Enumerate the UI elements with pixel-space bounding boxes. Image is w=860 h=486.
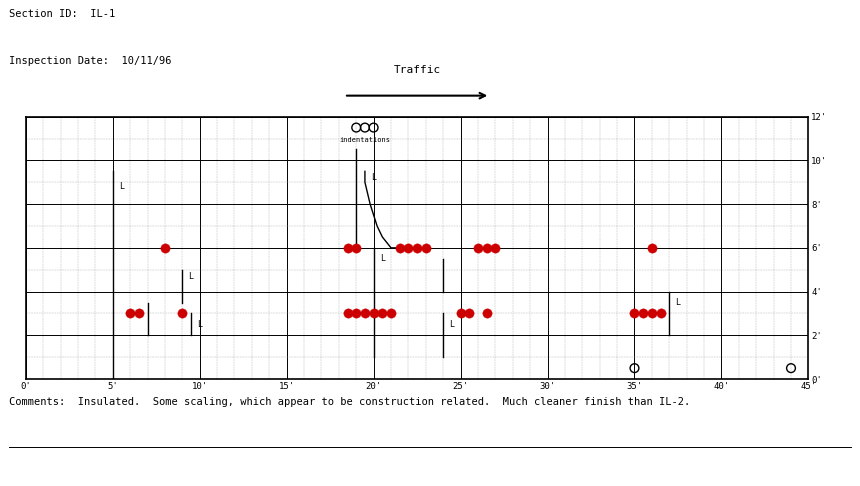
Point	[384, 310, 398, 317]
Text: L: L	[675, 298, 680, 307]
Text: Inspection Date:  10/11/96: Inspection Date: 10/11/96	[9, 56, 171, 66]
Point	[784, 364, 798, 372]
Point	[123, 310, 137, 317]
Point	[393, 244, 407, 252]
Point	[410, 244, 424, 252]
Point	[654, 310, 667, 317]
Point	[636, 310, 650, 317]
Point	[402, 244, 415, 252]
Point	[376, 310, 390, 317]
Text: L: L	[188, 272, 194, 281]
Point	[645, 310, 659, 317]
Text: L: L	[380, 254, 384, 263]
Point	[471, 244, 485, 252]
Text: indentations: indentations	[340, 138, 390, 143]
Point	[158, 244, 172, 252]
Point	[366, 123, 380, 131]
Point	[628, 310, 642, 317]
Text: L: L	[119, 182, 124, 191]
Point	[349, 310, 363, 317]
Point	[132, 310, 145, 317]
Point	[480, 244, 494, 252]
Point	[488, 244, 502, 252]
Point	[358, 310, 372, 317]
Text: Section ID:  IL-1: Section ID: IL-1	[9, 9, 115, 19]
Text: L: L	[197, 320, 202, 329]
Point	[175, 310, 189, 317]
Point	[349, 244, 363, 252]
Text: Comments:  Insulated.  Some scaling, which appear to be construction related.  M: Comments: Insulated. Some scaling, which…	[9, 398, 690, 407]
Point	[480, 310, 494, 317]
Point	[628, 364, 642, 372]
Point	[349, 123, 363, 131]
Point	[366, 310, 380, 317]
Text: L: L	[449, 320, 454, 329]
Point	[419, 244, 433, 252]
Point	[341, 244, 354, 252]
Point	[454, 310, 468, 317]
Text: L: L	[371, 174, 376, 182]
Point	[341, 310, 354, 317]
Point	[463, 310, 476, 317]
Text: Traffic: Traffic	[394, 65, 440, 75]
Point	[645, 244, 659, 252]
Point	[358, 123, 372, 131]
